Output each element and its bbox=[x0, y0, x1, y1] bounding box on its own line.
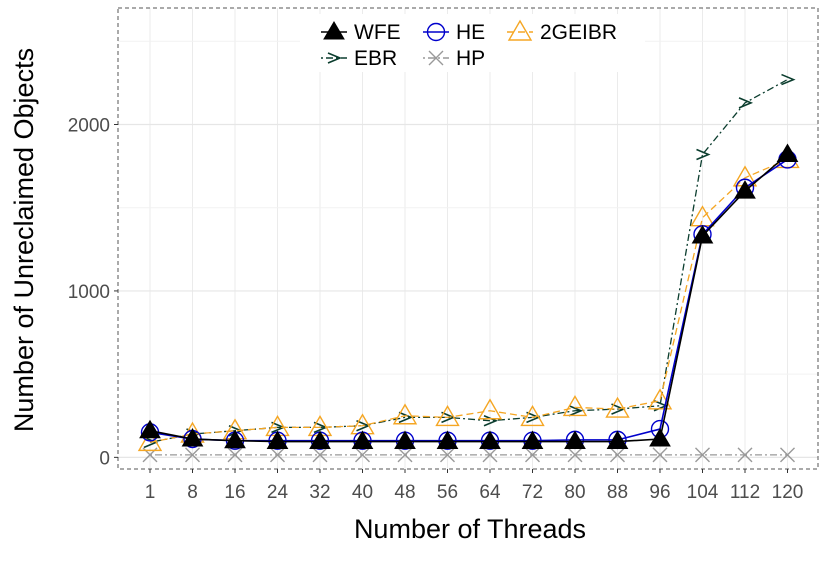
gridlines bbox=[118, 8, 818, 469]
x-tick-label: 48 bbox=[394, 482, 415, 503]
legend-2geibr-marker bbox=[507, 19, 533, 41]
series-wfe-point bbox=[691, 225, 714, 244]
series-hp-point bbox=[312, 447, 328, 463]
series-hp-point bbox=[737, 447, 753, 463]
series-2geibr-point bbox=[435, 405, 460, 427]
series-wfe-point bbox=[776, 143, 799, 162]
x-tick-label: 1 bbox=[145, 482, 156, 503]
y-tick-label: 0 bbox=[99, 448, 110, 469]
series-he bbox=[140, 150, 797, 450]
series-2geibr-point bbox=[605, 396, 630, 418]
series-ebr-point bbox=[738, 97, 754, 109]
series-hp-point bbox=[227, 447, 243, 463]
y-tick-label: 2000 bbox=[68, 115, 110, 136]
x-tick-label: 16 bbox=[224, 482, 245, 503]
x-tick-label: 24 bbox=[267, 482, 289, 503]
series-he-line bbox=[149, 158, 788, 442]
series-ebr-point bbox=[696, 148, 711, 161]
legend-item-wfe: WFE bbox=[321, 21, 401, 44]
y-axis-ticks: 0 1000 2000 bbox=[68, 115, 118, 469]
series-layer bbox=[137, 73, 800, 463]
series-wfe-point bbox=[224, 429, 246, 449]
series-wfe-point bbox=[734, 180, 756, 199]
series-wfe-point bbox=[266, 430, 289, 450]
series-hp-point bbox=[270, 447, 285, 463]
series-wfe-point bbox=[309, 430, 331, 450]
series-wfe-point bbox=[521, 430, 544, 450]
series-hp-point bbox=[355, 447, 370, 463]
legend-ebr-label: EBR bbox=[354, 47, 397, 70]
series-hp-point bbox=[610, 447, 625, 463]
legend-wfe-marker bbox=[323, 21, 345, 40]
legend-item-hp: HP bbox=[423, 47, 485, 70]
series-2geibr-line bbox=[149, 158, 788, 444]
x-tick-label: 80 bbox=[564, 482, 585, 503]
series-wfe-point bbox=[139, 419, 161, 439]
series-2geibr-point bbox=[477, 398, 503, 420]
series-wfe-point bbox=[479, 430, 501, 450]
legend: WFE HE 2GEIBR EBR HP bbox=[300, 14, 645, 72]
legend-he-label: HE bbox=[456, 21, 485, 44]
series-hp-point bbox=[525, 447, 540, 463]
series-2geibr-point bbox=[137, 429, 163, 452]
x-axis-ticks: 1 8 16 24 32 40 48 56 64 72 80 88 96 104 112 120 bbox=[145, 469, 804, 503]
x-tick-label: 8 bbox=[187, 482, 198, 503]
series-wfe-point bbox=[606, 430, 629, 450]
x-tick-label: 104 bbox=[687, 482, 719, 503]
series-2geibr bbox=[137, 147, 800, 452]
series-wfe-point bbox=[351, 430, 374, 450]
x-tick-label: 56 bbox=[437, 482, 458, 503]
series-wfe-line bbox=[149, 153, 789, 443]
legend-2geibr-label: 2GEIBR bbox=[540, 21, 617, 44]
series-2geibr-point bbox=[647, 388, 673, 410]
series-wfe-point bbox=[394, 430, 416, 450]
legend-ebr-marker bbox=[327, 52, 343, 64]
series-hp-point bbox=[652, 447, 668, 463]
legend-wfe-label: WFE bbox=[354, 21, 401, 44]
series-ebr-line bbox=[149, 78, 788, 444]
x-axis-title: Number of Threads bbox=[354, 514, 586, 544]
x-tick-label: 88 bbox=[607, 482, 628, 503]
series-2geibr-point bbox=[562, 395, 588, 417]
series-hp-point bbox=[567, 447, 583, 463]
legend-he-marker bbox=[426, 22, 446, 42]
x-tick-label: 120 bbox=[772, 482, 804, 503]
series-hp-point bbox=[440, 447, 455, 463]
series-ebr-point bbox=[568, 405, 584, 417]
series-hp-point bbox=[482, 447, 498, 463]
series-2geibr-point bbox=[520, 405, 545, 427]
series-wfe-point bbox=[436, 430, 459, 450]
series-hp-point bbox=[185, 447, 200, 463]
legend-item-ebr: EBR bbox=[321, 47, 397, 70]
y-tick-label: 1000 bbox=[68, 282, 110, 303]
series-wfe-point bbox=[181, 428, 204, 447]
series-hp-point bbox=[780, 447, 795, 463]
y-axis-title: Number of Unreclaimed Objects bbox=[9, 48, 39, 432]
series-wfe bbox=[139, 143, 799, 450]
series-hp-point bbox=[695, 447, 710, 463]
x-tick-label: 96 bbox=[649, 482, 670, 503]
legend-item-2geibr: 2GEIBR bbox=[507, 19, 617, 44]
legend-hp-label: HP bbox=[456, 47, 485, 70]
legend-background bbox=[300, 14, 645, 72]
x-tick-label: 32 bbox=[309, 482, 330, 503]
series-hp bbox=[142, 447, 795, 463]
series-wfe-point bbox=[649, 428, 671, 447]
x-tick-label: 40 bbox=[352, 482, 373, 503]
x-tick-label: 72 bbox=[522, 482, 543, 503]
series-ebr-point bbox=[781, 73, 796, 86]
series-ebr-point bbox=[398, 411, 414, 424]
plot-border bbox=[117, 7, 819, 470]
legend-item-he: HE bbox=[423, 21, 485, 44]
legend-hp-marker bbox=[428, 50, 444, 66]
series-wfe-point bbox=[564, 430, 586, 450]
x-tick-label: 64 bbox=[479, 482, 501, 503]
series-hp-point bbox=[397, 447, 413, 463]
series-ebr-point bbox=[483, 414, 499, 427]
x-tick-label: 112 bbox=[730, 482, 760, 503]
series-2geibr-point bbox=[392, 403, 418, 425]
